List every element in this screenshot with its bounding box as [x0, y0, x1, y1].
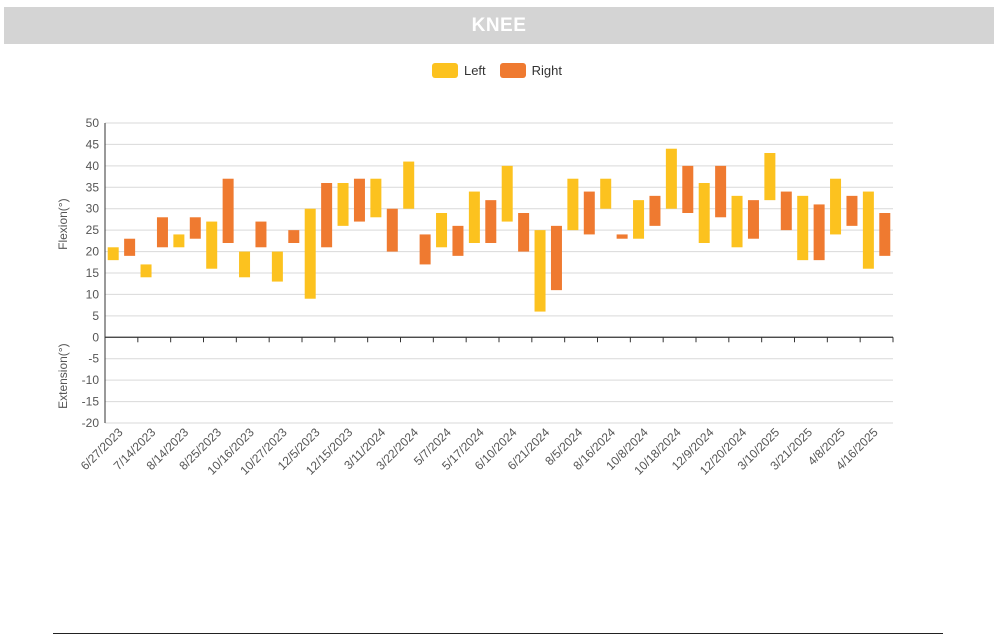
y-tick-label: 0: [92, 330, 99, 344]
bar-right: [222, 178, 234, 243]
y-tick-label: -20: [82, 416, 100, 430]
legend-swatch-right: [499, 62, 526, 78]
bar-right: [255, 221, 267, 248]
legend-swatch-left: [431, 62, 458, 78]
bar-left: [173, 234, 185, 248]
bar-left: [731, 195, 743, 248]
bar-left: [403, 161, 415, 209]
bar-right: [156, 217, 168, 248]
bar-right: [583, 191, 595, 235]
legend-item-left[interactable]: Left: [431, 60, 486, 80]
bar-left: [107, 247, 119, 261]
y-tick-label: 45: [86, 137, 100, 151]
bar-left: [271, 251, 283, 282]
footer-divider: [53, 633, 943, 634]
bar-left: [764, 153, 776, 201]
bar-left: [567, 178, 579, 231]
bar-right: [452, 225, 464, 256]
bar-right: [485, 200, 497, 243]
y-tick-label: 10: [86, 287, 100, 301]
bar-right: [780, 191, 792, 231]
chart-legend: Left Right: [0, 60, 994, 80]
bar-left: [370, 178, 382, 218]
bar-right: [649, 195, 661, 226]
y-tick-label: 50: [86, 116, 100, 130]
bar-left: [304, 208, 316, 299]
y-tick-label: 15: [86, 266, 100, 280]
bar-left: [600, 178, 612, 209]
y-tick-label: 30: [86, 202, 100, 216]
bar-right: [386, 208, 398, 252]
bar-left: [206, 221, 218, 269]
legend-label-left: Left: [463, 62, 486, 78]
bar-right: [879, 213, 891, 256]
bar-left: [140, 264, 152, 278]
y-axis-title-flexion: Flexion(°): [56, 198, 70, 249]
bar-left: [501, 165, 513, 222]
bar-right: [616, 234, 628, 239]
bar-right: [682, 165, 694, 213]
bar-left: [337, 183, 349, 226]
bar-right: [550, 225, 562, 291]
bar-right: [747, 200, 759, 239]
y-tick-label: 5: [92, 309, 99, 323]
bar-left: [797, 195, 809, 261]
bar-left: [633, 200, 645, 239]
legend-label-right: Right: [531, 62, 563, 78]
bar-right: [321, 183, 333, 248]
bar-left: [534, 230, 546, 312]
y-tick-label: -5: [88, 352, 99, 366]
range-bar-chart: 50454035302520151050-5-10-15-20Flexion(°…: [56, 116, 894, 478]
bar-left: [830, 178, 842, 235]
legend-item-right[interactable]: Right: [499, 60, 563, 80]
y-tick-label: 35: [86, 180, 100, 194]
bar-right: [353, 178, 365, 222]
bar-right: [124, 238, 136, 256]
bar-left: [665, 148, 677, 209]
bar-right: [715, 165, 727, 218]
bar-left: [862, 191, 874, 269]
bar-right: [518, 213, 530, 252]
bar-left: [698, 183, 710, 243]
chart-header: KNEE: [4, 7, 994, 44]
y-tick-label: 20: [86, 245, 100, 259]
bar-right: [288, 230, 300, 243]
bar-right: [189, 217, 201, 239]
y-tick-label: -15: [82, 395, 100, 409]
y-axis-title-extension: Extension(°): [56, 343, 70, 409]
y-tick-label: 25: [86, 223, 100, 237]
bar-right: [813, 204, 825, 261]
y-tick-label: 40: [86, 159, 100, 173]
bar-right: [846, 195, 858, 226]
page-title: KNEE: [471, 15, 527, 36]
y-tick-label: -10: [82, 373, 100, 387]
bar-left: [436, 213, 448, 248]
bar-left: [468, 191, 480, 243]
bar-left: [239, 251, 251, 278]
bar-right: [419, 234, 431, 265]
